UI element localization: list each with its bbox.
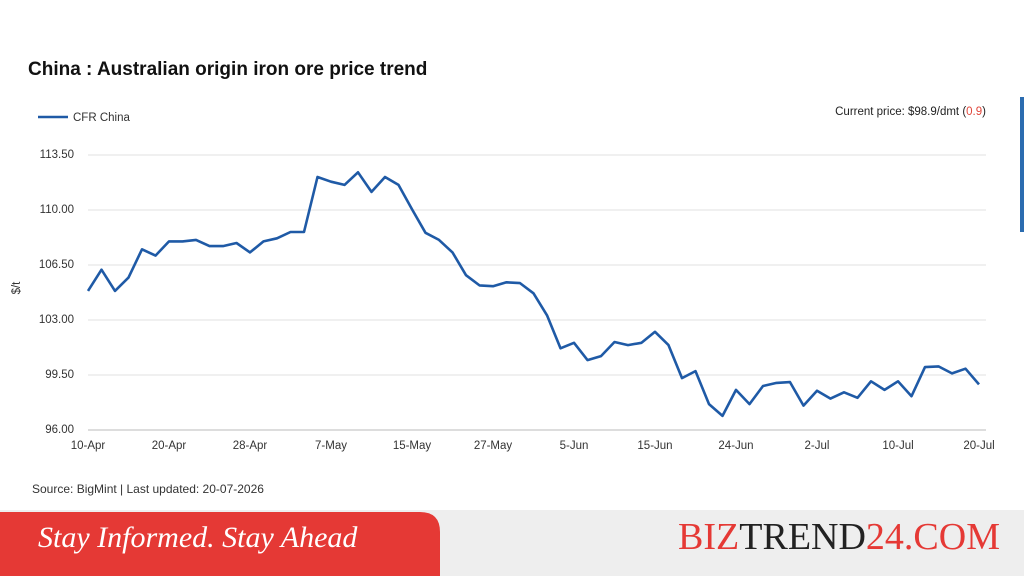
brand-part: 24.COM xyxy=(866,516,1000,558)
edge-accent xyxy=(1020,97,1024,232)
brand-part: TREND xyxy=(739,516,866,558)
slogan: Stay Informed. Stay Ahead xyxy=(38,521,358,554)
series-line xyxy=(86,171,980,418)
slogan-ribbon xyxy=(0,512,440,576)
x-tick-label: 28-Apr xyxy=(233,440,268,452)
x-tick-label: 27-May xyxy=(474,440,513,452)
x-tick-label: 7-May xyxy=(315,440,347,452)
brand-part: BIZ xyxy=(678,516,739,558)
price-text: Current price: $98.9/dmt ( xyxy=(835,106,966,118)
y-tick-label: 99.50 xyxy=(45,369,74,381)
y-tick-label: 113.50 xyxy=(40,149,74,161)
brand: BIZTREND24.COM xyxy=(678,516,1000,558)
legend-label: CFR China xyxy=(73,112,130,124)
y-tick-label: 103.00 xyxy=(39,314,74,326)
y-axis-label: $/t xyxy=(11,281,23,295)
x-tick-label: 15-May xyxy=(393,440,432,452)
x-tick-label: 24-Jun xyxy=(718,440,753,452)
x-tick-label: 15-Jun xyxy=(637,440,672,452)
x-tick-label: 2-Jul xyxy=(805,440,830,452)
x-tick-label: 10-Apr xyxy=(71,440,106,452)
y-tick-label: 106.50 xyxy=(39,259,74,271)
y-tick-label: 96.00 xyxy=(45,424,74,436)
x-tick-label: 10-Jul xyxy=(882,440,913,452)
x-tick-label: 20-Jul xyxy=(963,440,994,452)
chart-title: China : Australian origin iron ore price… xyxy=(28,59,427,80)
price-text-end: ) xyxy=(982,106,986,118)
source: Source: BigMint | Last updated: 20-07-20… xyxy=(32,482,264,496)
price-change: 0.9 xyxy=(966,106,982,118)
y-tick-label: 110.00 xyxy=(40,204,74,216)
current-price: Current price: $98.9/dmt (0.9) xyxy=(835,106,986,118)
x-tick-label: 5-Jun xyxy=(560,440,589,452)
x-tick-label: 20-Apr xyxy=(152,440,187,452)
